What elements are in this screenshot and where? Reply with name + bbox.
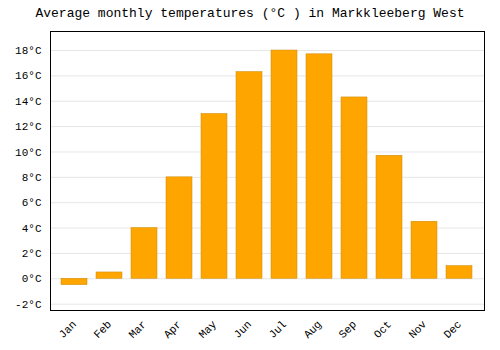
svg-text:May: May xyxy=(197,318,220,341)
svg-text:10°C: 10°C xyxy=(15,146,42,158)
svg-text:2°C: 2°C xyxy=(22,248,42,260)
svg-text:8°C: 8°C xyxy=(22,172,42,184)
svg-text:Nov: Nov xyxy=(407,318,430,341)
svg-text:4°C: 4°C xyxy=(22,223,42,235)
svg-text:Jun: Jun xyxy=(232,318,254,340)
html-text:Average monthly temperatures (: Average monthly temperatures (°C ) in Ma… xyxy=(35,6,465,21)
svg-text:Dec: Dec xyxy=(442,318,464,340)
svg-text:Aug: Aug xyxy=(302,318,324,340)
svg-text:16°C: 16°C xyxy=(15,70,42,82)
svg-text:Sep: Sep xyxy=(337,318,359,340)
svg-text:0°C: 0°C xyxy=(22,273,42,285)
svg-text:Jan: Jan xyxy=(57,318,79,340)
svg-text:18°C: 18°C xyxy=(15,45,42,57)
svg-text:12°C: 12°C xyxy=(15,121,42,133)
svg-text:Oct: Oct xyxy=(372,318,394,340)
svg-text:-2°C: -2°C xyxy=(15,299,42,311)
svg-text:Apr: Apr xyxy=(162,318,184,340)
svg-text:14°C: 14°C xyxy=(15,96,42,108)
svg-text:6°C: 6°C xyxy=(22,197,42,209)
svg-text:Feb: Feb xyxy=(92,318,114,340)
svg-text:Jul: Jul xyxy=(267,318,289,340)
svg-text:Mar: Mar xyxy=(127,318,149,340)
